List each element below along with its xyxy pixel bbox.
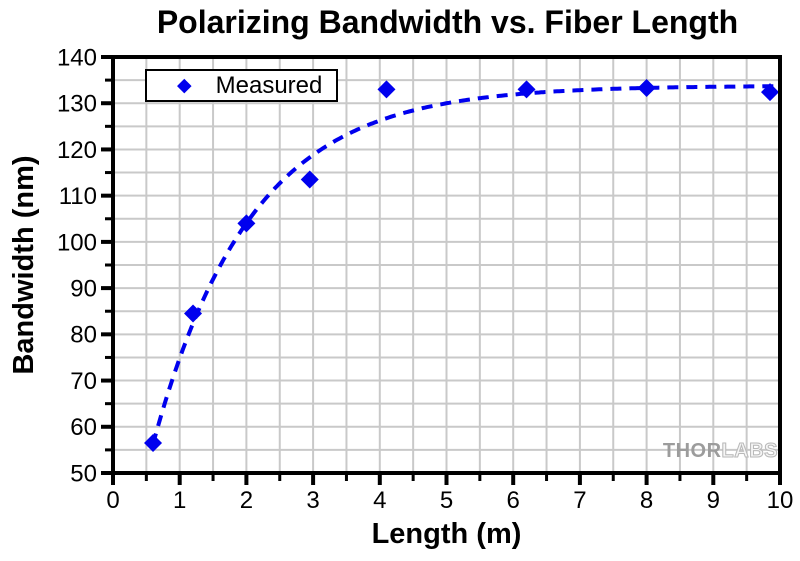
x-tick-label: 3	[306, 487, 319, 514]
data-point-diamond	[377, 80, 396, 99]
x-tick-label: 0	[106, 487, 119, 514]
legend: ◆ Measured	[145, 69, 338, 102]
plot-frame	[111, 55, 782, 475]
data-point-diamond	[300, 170, 319, 189]
chart-title: Polarizing Bandwidth vs. Fiber Length	[156, 4, 739, 40]
data-point-diamond	[637, 78, 656, 97]
y-tick-label: 90	[70, 276, 97, 303]
data-point-diamond	[760, 83, 779, 102]
x-tick-label: 1	[173, 487, 186, 514]
y-tick-label: 130	[57, 91, 97, 118]
watermark-outline-text: LABS	[721, 440, 778, 463]
data-point-diamond	[144, 433, 163, 452]
x-tick-label: 6	[507, 487, 520, 514]
y-tick-label: 120	[57, 137, 97, 164]
legend-marker-diamond-icon: ◆	[177, 74, 192, 96]
y-axis-label: Bandwidth (nm)	[8, 155, 40, 375]
data-point-diamond	[184, 304, 203, 323]
y-tick-label: 50	[70, 460, 97, 487]
y-tick-label: 60	[70, 414, 97, 441]
data-point-diamond	[237, 214, 256, 233]
x-axis-label: Length (m)	[371, 518, 522, 550]
data-point-diamond	[517, 80, 536, 99]
y-tick-label: 70	[70, 368, 97, 395]
legend-label: Measured	[215, 71, 323, 99]
y-tick-label: 140	[57, 44, 97, 71]
thorlabs-watermark: THORLABS	[663, 440, 778, 463]
x-tick-label: 10	[767, 487, 794, 514]
x-tick-label: 2	[240, 487, 253, 514]
fit-curve	[151, 84, 778, 445]
x-tick-label: 4	[373, 487, 386, 514]
watermark-solid-text: THOR	[662, 440, 722, 462]
y-tick-label: 110	[59, 183, 97, 210]
x-tick-label: 8	[640, 487, 653, 514]
y-tick-label: 100	[57, 229, 97, 256]
x-tick-label: 9	[707, 487, 720, 514]
x-tick-label: 7	[573, 487, 586, 514]
x-tick-label: 5	[440, 487, 453, 514]
y-tick-label: 80	[70, 322, 97, 349]
